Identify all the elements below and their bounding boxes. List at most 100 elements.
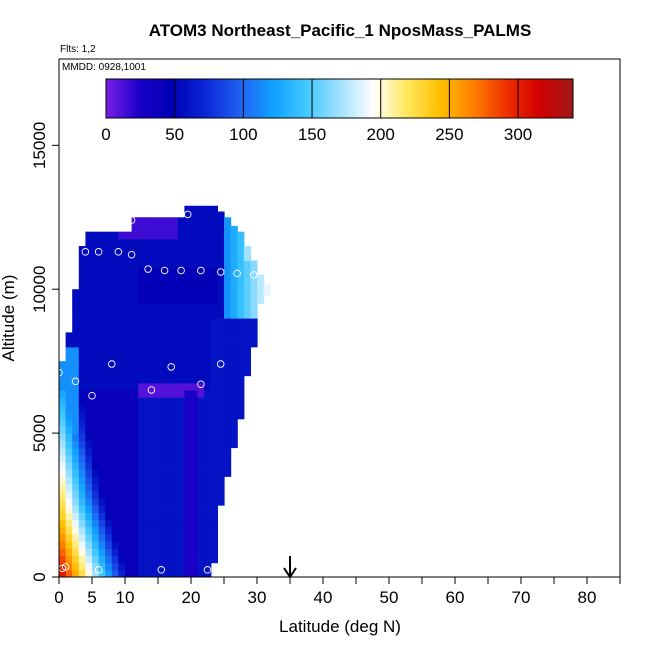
heatmap-cell — [204, 224, 212, 233]
heatmap-cell — [210, 440, 218, 449]
heatmap-cell — [224, 361, 232, 369]
heatmap-cell — [250, 303, 258, 312]
heatmap-cell — [204, 210, 212, 218]
heatmap-cell — [131, 238, 139, 247]
heatmap-cell — [210, 325, 218, 333]
heatmap-cell — [98, 404, 106, 413]
heatmap-cell — [118, 447, 126, 456]
heatmap-cell — [191, 418, 199, 427]
heatmap-cell — [85, 310, 93, 319]
heatmap-cell — [243, 274, 251, 283]
heatmap-cell — [125, 533, 133, 542]
heatmap-cell — [158, 260, 166, 269]
heatmap-cell — [151, 512, 159, 521]
heatmap-cell — [92, 368, 100, 377]
heatmap-cell — [224, 375, 232, 384]
heatmap-cell — [131, 267, 139, 276]
heatmap-cell — [105, 425, 113, 434]
heatmap-cell — [85, 238, 93, 247]
heatmap-cell — [72, 368, 80, 377]
heatmap-cell — [125, 461, 133, 470]
heatmap-cell — [164, 569, 172, 577]
heatmap-cell — [164, 368, 172, 377]
heatmap-cell — [72, 289, 80, 298]
heatmap-cell — [204, 469, 212, 477]
heatmap-cell — [197, 447, 205, 456]
heatmap-cell — [138, 238, 146, 247]
heatmap-cell — [191, 332, 199, 341]
heatmap-cell — [131, 569, 139, 577]
heatmap-cell — [111, 497, 119, 506]
heatmap-cell — [125, 296, 133, 305]
heatmap-cell — [151, 375, 159, 384]
heatmap-cell — [118, 397, 126, 405]
heatmap-cell — [72, 346, 80, 355]
heatmap-cell — [210, 274, 218, 283]
heatmap-cell — [217, 483, 225, 492]
heatmap-cell — [78, 253, 86, 262]
heatmap-cell — [125, 519, 133, 528]
heatmap-cell — [204, 476, 212, 485]
heatmap-cell — [78, 303, 86, 312]
heatmap-cell — [65, 353, 73, 362]
heatmap-cell — [171, 526, 179, 535]
heatmap-cell — [125, 231, 133, 240]
heatmap-cell — [171, 375, 179, 384]
heatmap-cell — [111, 461, 119, 470]
heatmap-cell — [204, 339, 212, 348]
heatmap-cell — [118, 274, 126, 283]
heatmap-cell — [197, 260, 205, 269]
heatmap-cell — [72, 569, 80, 577]
heatmap-cell — [78, 418, 86, 427]
heatmap-cell — [204, 282, 212, 290]
heatmap-cell — [158, 541, 166, 549]
heatmap-cell — [151, 238, 159, 247]
heatmap-cell — [158, 368, 166, 377]
heatmap-cell — [224, 447, 232, 456]
heatmap-cell — [105, 418, 113, 427]
heatmap-cell — [177, 325, 185, 333]
heatmap-cell — [171, 289, 179, 298]
heatmap-cell — [224, 253, 232, 262]
heatmap-cell — [78, 389, 86, 398]
heatmap-cell — [118, 418, 126, 427]
heatmap-cell — [72, 325, 80, 333]
heatmap-cell — [131, 418, 139, 427]
heatmap-cell — [197, 569, 205, 577]
heatmap-cell — [72, 483, 80, 492]
heatmap-cell — [184, 282, 192, 290]
heatmap-cell — [210, 231, 218, 240]
heatmap-cell — [158, 289, 166, 298]
heatmap-cell — [111, 375, 119, 384]
heatmap-cell — [131, 303, 139, 312]
heatmap-cell — [65, 490, 73, 499]
heatmap-cell — [92, 346, 100, 355]
heatmap-cell — [191, 303, 199, 312]
heatmap-cell — [204, 353, 212, 362]
heatmap-cell — [98, 310, 106, 319]
heatmap-cell — [111, 318, 119, 326]
heatmap-cell — [92, 303, 100, 312]
heatmap-cell — [111, 483, 119, 492]
heatmap-cell — [177, 246, 185, 254]
heatmap-cell — [197, 217, 205, 226]
heatmap-cell — [158, 433, 166, 441]
heatmap-cell — [210, 282, 218, 290]
heatmap-cell — [230, 225, 238, 233]
heatmap-cell — [237, 246, 245, 254]
heatmap-cell — [111, 310, 119, 319]
heatmap-cell — [204, 490, 212, 499]
heatmap-cell — [125, 555, 133, 564]
heatmap-cell — [72, 332, 80, 341]
heatmap-cell — [131, 325, 139, 333]
heatmap-cell — [59, 375, 67, 384]
heatmap-cell — [138, 339, 146, 348]
heatmap-cell — [92, 375, 100, 384]
heatmap-cell — [164, 541, 172, 549]
heatmap-cell — [92, 231, 100, 240]
heatmap-cell — [85, 490, 93, 499]
heatmap-cell — [204, 246, 212, 254]
heatmap-cell — [164, 253, 172, 262]
heatmap-cell — [111, 541, 119, 549]
heatmap-cell — [78, 541, 86, 549]
